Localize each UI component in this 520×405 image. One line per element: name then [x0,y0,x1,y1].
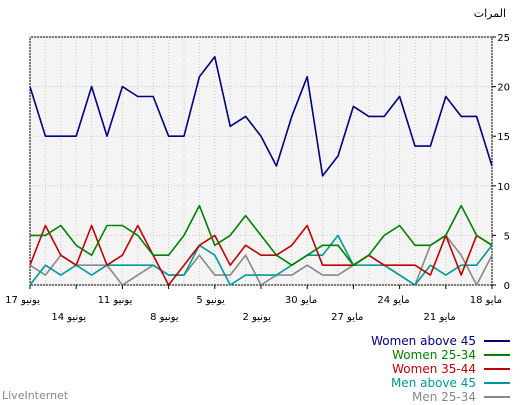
x-tick-label: 11 يونيو [98,295,133,306]
legend-item: Women 25-34 [250,348,510,362]
legend-item: Men 25-34 [250,390,510,404]
legend-swatch [484,368,510,370]
line-chart: 0 5 10 15 20 25 18 مايو 21 مايو 24 مايو 27 مايو 3… [5,7,510,323]
y-tick-label: 0 [504,281,510,292]
y-tick-label: 5 [504,231,510,242]
x-axis: 18 مايو 21 مايو 24 مايو 27 مايو 30 مايو 2 يون… [5,285,502,323]
legend: Women above 45 Women 25-34 Women 35-44 Men … [250,334,510,404]
legend-item: Women 35-44 [250,362,510,376]
series-layer [29,55,493,286]
legend-swatch [484,382,510,384]
legend-swatch [484,354,510,356]
legend-swatch [484,340,510,342]
x-tick-label: 8 يونيو [150,312,179,323]
x-tick-label: 2 يونيو [243,312,272,323]
series-line [29,55,493,177]
legend-label: Men above 45 [390,376,476,390]
x-tick-label: 17 يونيو [5,295,40,306]
x-tick-label: 24 مايو [377,295,409,306]
legend-item: Women above 45 [250,334,510,348]
legend-swatch [484,396,510,398]
x-tick-label: 5 يونيو [196,295,225,306]
x-tick-label: 14 يونيو [51,312,86,323]
legend-label: Women 25-34 [392,348,476,362]
legend-label: Women above 45 [371,334,476,348]
y-tick-label: 10 [497,182,510,193]
y-tick-label: 20 [497,83,510,94]
series-line [29,224,493,286]
series-line [30,204,493,267]
x-tick-label: 30 مايو [285,295,317,306]
brand-footer: LiveInternet [2,389,69,402]
y-tick-label: 25 [497,33,510,44]
y-axis-label: المرات [474,7,506,20]
grid-lines [29,36,493,286]
y-axis: 0 5 10 15 20 25 [492,33,510,292]
x-tick-label: 27 مايو [331,312,363,323]
x-tick-label: 18 مايو [470,295,502,306]
legend-label: Women 35-44 [392,362,476,376]
y-tick-label: 15 [497,132,510,143]
legend-item: Men above 45 [250,376,510,390]
legend-label: Men 25-34 [411,390,476,404]
x-tick-label: 21 مايو [424,312,456,323]
